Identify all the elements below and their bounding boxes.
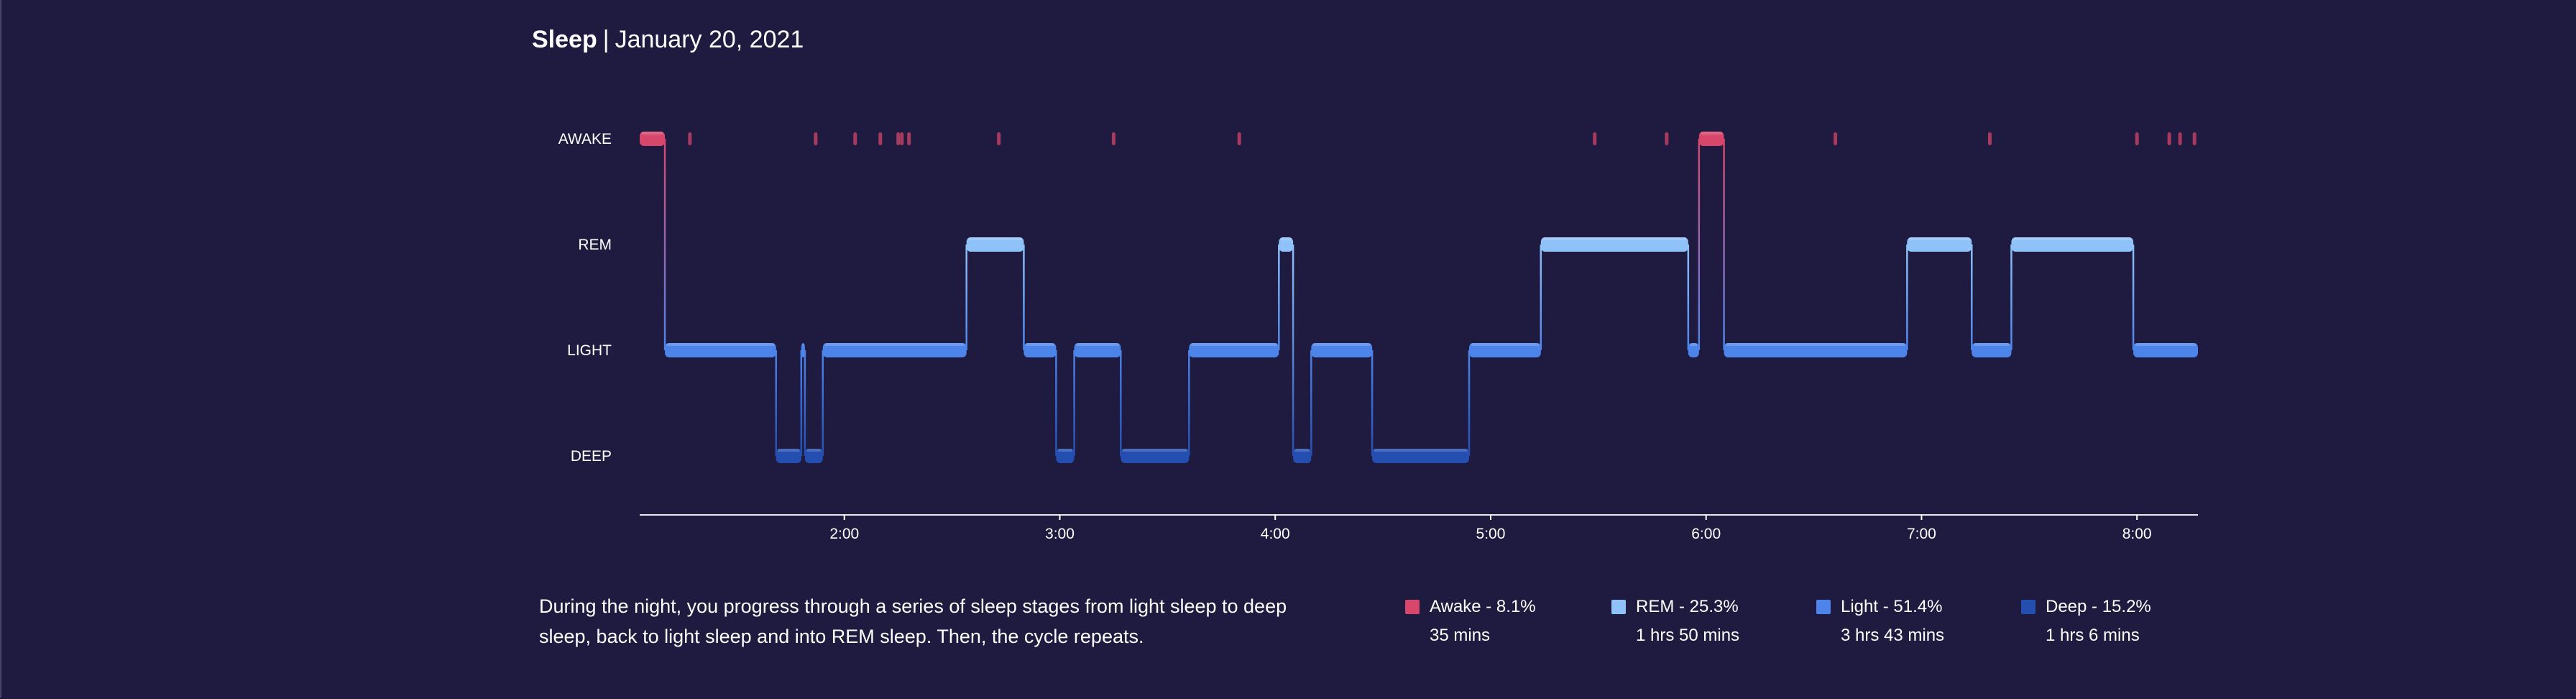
segment-highlight — [1057, 449, 1073, 452]
legend-label-deep: Deep - 15.2% — [2046, 597, 2151, 616]
segment-rem — [1540, 237, 1688, 252]
brief-awakening-mark — [1237, 132, 1241, 145]
brief-awakening-mark — [1987, 132, 1992, 145]
segment-light — [1189, 343, 1279, 357]
segment-highlight — [1542, 237, 1687, 240]
x-tick-label: 5:00 — [1476, 526, 1506, 542]
segment-awake — [1698, 132, 1724, 146]
brief-awakening-mark — [997, 132, 1001, 145]
legend-swatch-rem — [1611, 600, 1626, 614]
segment-deep — [804, 449, 823, 463]
segment-highlight — [1908, 237, 1971, 240]
brief-awakening-mark — [896, 132, 901, 145]
segment-deep — [1293, 449, 1312, 463]
segment-light — [2133, 343, 2198, 357]
brief-awakening-mark — [1665, 132, 1669, 145]
segment-highlight — [1470, 343, 1540, 346]
x-tick-label: 7:00 — [1907, 526, 1936, 542]
legend-duration-deep: 1 hrs 6 mins — [2046, 626, 2140, 645]
legend-duration-light: 3 hrs 43 mins — [1841, 626, 1945, 645]
stage-label-awake: AWAKE — [558, 131, 612, 147]
segment-deep — [1372, 449, 1469, 463]
segment-awake — [640, 132, 666, 146]
legend-label-light: Light - 51.4% — [1841, 597, 1943, 616]
segment-highlight — [1280, 237, 1292, 240]
brief-awakening-mark — [878, 132, 883, 145]
segment-rem — [2011, 237, 2134, 252]
brief-awakening-mark — [1111, 132, 1116, 145]
stage-label-deep: DEEP — [571, 448, 612, 465]
brief-awakening-mark — [907, 132, 911, 145]
segment-light — [1724, 343, 1908, 357]
segment-highlight — [2012, 237, 2133, 240]
segment-rem — [1907, 237, 1972, 252]
stage-legend: Awake - 8.1% 35 mins REM - 25.3% 1 hrs 5… — [1405, 593, 2196, 664]
legend-label-awake: Awake - 8.1% — [1430, 597, 1536, 616]
segment-light — [1972, 343, 2012, 357]
sleep-description: During the night, you progress through a… — [539, 595, 1287, 647]
segment-highlight — [806, 449, 822, 452]
segment-highlight — [1725, 343, 1906, 346]
x-tick-label: 2:00 — [829, 526, 859, 542]
segment-rem — [1279, 237, 1294, 252]
brief-awakening-mark — [853, 132, 857, 145]
segment-light — [1688, 343, 1699, 357]
title-date: January 20, 2021 — [615, 26, 804, 53]
legend-swatch-light — [1816, 600, 1831, 614]
segment-light — [1024, 343, 1057, 357]
title-main: Sleep — [532, 26, 597, 53]
segment-deep — [1121, 449, 1190, 463]
legend-duration-awake: 35 mins — [1430, 626, 1491, 645]
brief-awakening-mark — [1593, 132, 1597, 145]
segment-highlight — [666, 343, 775, 346]
sleep-stage-chart: AWAKE REM LIGHT DEEP 2:00 3:00 4:00 5:00 6:00 7:0… — [558, 131, 2198, 542]
segment-highlight — [1312, 343, 1371, 346]
segment-highlight — [1700, 132, 1723, 134]
segment-deep — [776, 449, 801, 463]
segment-highlight — [1075, 343, 1120, 346]
segment-highlight — [1190, 343, 1278, 346]
brief-awakening-mark — [1834, 132, 1838, 145]
segment-light — [822, 343, 967, 357]
segment-highlight — [967, 237, 1023, 240]
segment-highlight — [1374, 449, 1468, 452]
segment-highlight — [802, 343, 804, 346]
segment-light — [1311, 343, 1373, 357]
segment-highlight — [777, 449, 800, 452]
x-tick-label: 8:00 — [2122, 526, 2152, 542]
segment-light — [665, 343, 776, 357]
segment-highlight — [1294, 449, 1310, 452]
segment-highlight — [2135, 343, 2196, 346]
brief-awakening-mark — [2135, 132, 2139, 145]
legend-label-rem: REM - 25.3% — [1636, 597, 1739, 616]
brief-awakening-mark — [814, 132, 818, 145]
segment-light — [1468, 343, 1541, 357]
brief-awakening-mark — [2192, 132, 2196, 145]
legend-swatch-deep — [2021, 600, 2036, 614]
x-tick-label: 3:00 — [1045, 526, 1075, 542]
segment-highlight — [1025, 343, 1055, 346]
legend-duration-rem: 1 hrs 50 mins — [1636, 626, 1740, 645]
segment-highlight — [1973, 343, 2010, 346]
brief-awakening-mark — [688, 132, 692, 145]
segment-highlight — [1689, 343, 1698, 346]
legend-swatch-awake — [1405, 600, 1420, 614]
segment-highlight — [1122, 449, 1188, 452]
stage-label-light: LIGHT — [567, 342, 612, 359]
segment-light — [1074, 343, 1121, 357]
title-separator: | — [602, 26, 610, 53]
segment-highlight — [824, 343, 965, 346]
brief-awakening-mark — [2178, 132, 2182, 145]
brief-awakening-mark — [2167, 132, 2171, 145]
segment-rem — [966, 237, 1024, 252]
segment-light — [801, 343, 805, 357]
segment-deep — [1056, 449, 1075, 463]
x-tick-label: 4:00 — [1261, 526, 1290, 542]
brief-awakening-mark — [900, 132, 904, 145]
x-tick-label: 6:00 — [1691, 526, 1721, 542]
stage-label-rem: REM — [578, 237, 612, 253]
segment-highlight — [641, 132, 664, 134]
page-title: Sleep | January 20, 2021 — [532, 26, 804, 54]
